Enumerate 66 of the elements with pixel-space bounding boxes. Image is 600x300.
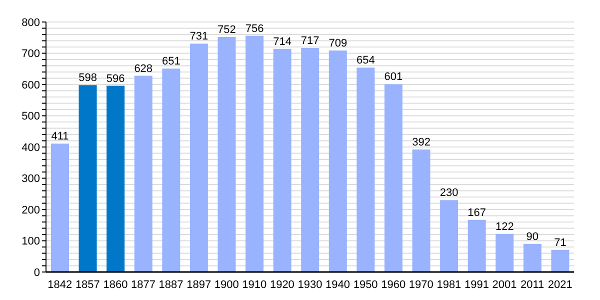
data-label: 167 <box>468 206 486 219</box>
x-tick-label: 2011 <box>520 278 544 291</box>
y-tick-label: 200 <box>22 204 40 216</box>
x-tick-label: 1910 <box>242 278 267 291</box>
data-label: 709 <box>328 37 348 50</box>
x-tick-label: 1940 <box>326 278 350 291</box>
x-tick-label: 1887 <box>158 278 184 291</box>
x-tick-label: 1857 <box>75 278 100 291</box>
bar <box>356 68 375 272</box>
bar <box>412 150 430 272</box>
data-label: 601 <box>384 71 403 84</box>
bar <box>162 68 180 272</box>
bar <box>384 84 402 272</box>
x-tick-label: 1842 <box>48 278 72 291</box>
x-tick-label: 1960 <box>381 278 406 291</box>
bar <box>468 220 486 272</box>
data-label: 90 <box>526 230 539 243</box>
y-tick-label: 100 <box>22 236 40 248</box>
y-tick-label: 700 <box>22 48 40 60</box>
data-label: 71 <box>554 236 566 249</box>
x-tick-label: 1920 <box>270 278 294 291</box>
x-tick-label: 1860 <box>103 278 128 291</box>
bar <box>106 86 125 272</box>
x-tick-label: 2021 <box>548 278 572 291</box>
x-tick-label: 1970 <box>408 278 434 291</box>
bar <box>273 48 292 272</box>
data-label: 628 <box>134 62 153 75</box>
data-label: 717 <box>300 34 320 47</box>
data-label: 752 <box>218 24 236 36</box>
bar <box>246 36 264 272</box>
data-label: 651 <box>162 56 180 68</box>
bar <box>301 48 320 272</box>
data-label: 411 <box>51 130 69 143</box>
y-tick-label: 500 <box>22 110 40 123</box>
bar <box>496 234 514 272</box>
y-tick-label: 0 <box>34 266 40 279</box>
data-label: 596 <box>106 72 125 85</box>
x-tick-label: 1877 <box>131 278 156 291</box>
y-tick-label: 300 <box>22 173 40 186</box>
data-label: 714 <box>273 36 292 48</box>
y-tick-label: 400 <box>22 142 40 154</box>
y-tick-label: 600 <box>22 79 40 92</box>
x-tick-label: 1950 <box>353 278 378 291</box>
x-tick-label: 1930 <box>298 278 322 291</box>
bar <box>134 76 152 272</box>
bar <box>51 144 69 272</box>
data-label: 654 <box>356 54 375 67</box>
bar <box>551 250 570 272</box>
data-label: 122 <box>495 220 514 233</box>
y-tick-label: 800 <box>22 16 40 29</box>
bar <box>190 44 208 272</box>
data-label: 731 <box>190 30 208 43</box>
bar <box>78 85 97 272</box>
bar <box>440 200 458 272</box>
data-label: 756 <box>245 22 264 35</box>
bar <box>328 50 347 272</box>
data-label: 230 <box>440 187 458 200</box>
bar <box>218 37 236 272</box>
x-tick-label: 2001 <box>492 278 517 291</box>
x-tick-label: 1900 <box>214 278 239 291</box>
x-tick-label: 1991 <box>464 278 489 291</box>
data-label: 598 <box>78 72 97 84</box>
x-tick-label: 1897 <box>186 278 212 291</box>
x-tick-label: 1981 <box>436 278 462 291</box>
data-label: 392 <box>412 136 430 148</box>
bar <box>523 244 542 272</box>
